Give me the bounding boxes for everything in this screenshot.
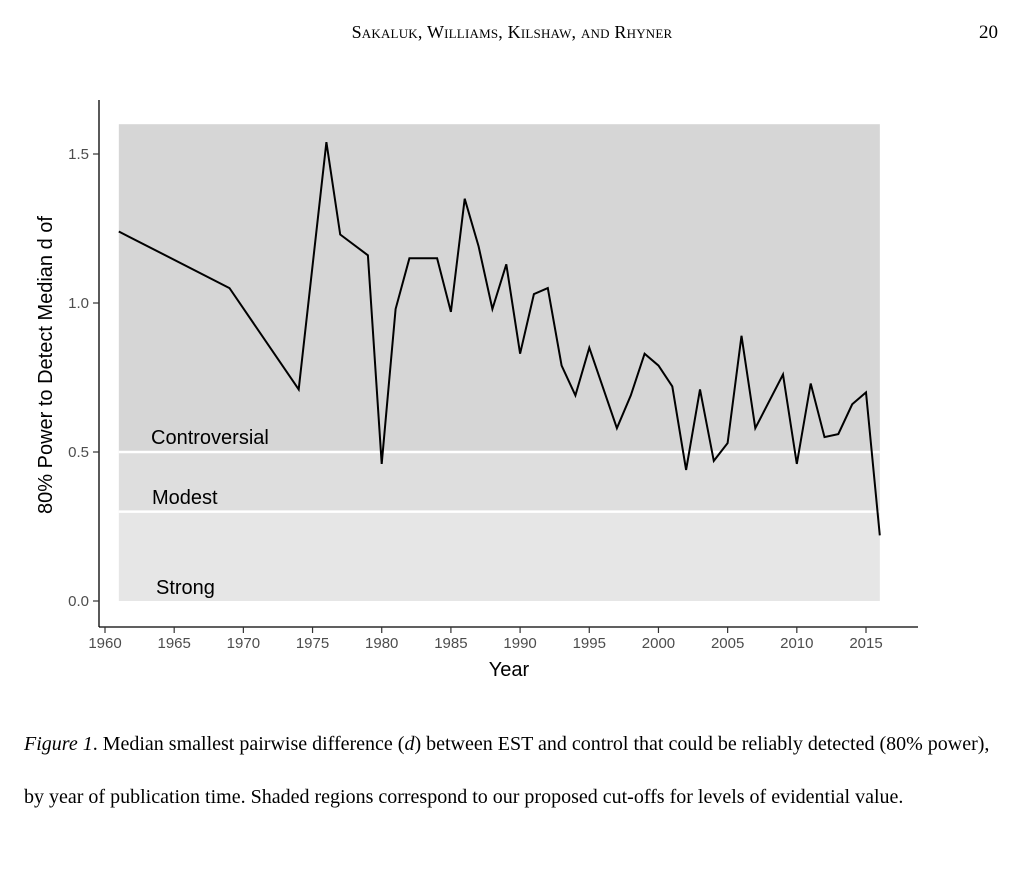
caption-label: Figure 1 <box>24 733 93 755</box>
x-tick-label: 1975 <box>296 635 329 652</box>
x-tick-label: 2000 <box>642 635 675 652</box>
x-tick-label: 1985 <box>434 635 467 652</box>
x-tick-label: 1970 <box>227 635 260 652</box>
region-strong <box>118 511 880 601</box>
caption-text: . Median smallest pairwise difference ( <box>92 733 405 755</box>
y-axis-label: 80% Power to Detect Median d of <box>35 216 57 514</box>
x-tick-label: 1960 <box>88 635 121 652</box>
region-modest <box>118 452 880 512</box>
x-tick-label: 2015 <box>849 635 882 652</box>
x-tick-label: 1980 <box>365 635 398 652</box>
x-tick-label: 1995 <box>573 635 606 652</box>
figure-caption: Figure 1. Median smallest pairwise diffe… <box>24 718 999 824</box>
y-tick-label: 1.5 <box>68 146 89 163</box>
region-label-controversial: Controversial <box>151 427 269 449</box>
y-tick-label: 0.5 <box>68 444 89 461</box>
caption-text: ) between EST and control that could be … <box>24 733 990 808</box>
caption-d: d <box>404 733 415 755</box>
running-head: Sakaluk, Williams, Kilshaw, and Rhyner <box>351 22 673 42</box>
figure-1-chart: Strong Modest Controversial 1960 1965 1970 19… <box>35 100 918 681</box>
region-label-strong: Strong <box>156 577 215 599</box>
y-tick-label: 0.0 <box>68 593 89 610</box>
x-tick-label: 1990 <box>503 635 536 652</box>
y-tick-label: 1.0 <box>68 295 89 312</box>
x-axis-label: Year <box>489 659 530 681</box>
region-label-modest: Modest <box>152 487 218 509</box>
x-tick-label: 1965 <box>157 635 190 652</box>
x-tick-label: 2010 <box>780 635 813 652</box>
series-line <box>118 141 881 536</box>
x-tick-label: 2005 <box>711 635 744 652</box>
page-number: 20 <box>979 22 998 43</box>
